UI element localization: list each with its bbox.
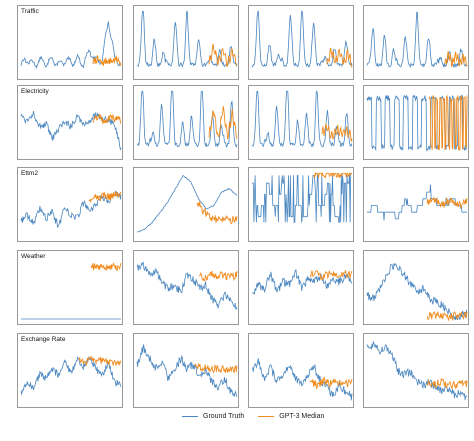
ground-truth-line [136,90,238,148]
legend-swatch-ground-truth [182,415,198,417]
ground-truth-line [252,172,352,223]
panel-electricity-1: Electricity [17,85,123,160]
row-label-traffic: Traffic [21,8,39,15]
ground-truth-line [366,94,468,152]
panel-plot [20,21,122,70]
gpt3-median-line [208,43,238,68]
panel-plot [251,358,353,401]
gpt3-median-line [428,94,468,151]
ground-truth-line [252,269,353,295]
ground-truth-line [20,21,122,70]
gpt3-median-line [92,113,122,125]
ground-truth-line [251,358,353,401]
panel-plot [20,355,122,396]
panel-plot [367,184,468,221]
panel-plot [252,171,352,223]
ground-truth-line [20,355,122,396]
gpt3-median-line [326,47,353,68]
panel-plot [252,269,353,295]
ground-truth-line [20,189,122,228]
ground-truth-line [136,343,238,398]
ground-truth-line [251,10,353,68]
gpt3-median-line [92,55,122,67]
panel-plot [136,261,238,311]
gpt3-median-line [78,355,122,367]
panel-plot [20,189,122,228]
panel-plot [136,343,238,398]
gpt3-median-line [309,376,353,390]
row-label-exchange-rate: Exchange Rate [21,336,66,343]
panel-weather-3 [248,250,354,325]
legend-item-gpt3-median: GPT-3 Median [258,413,324,420]
gpt3-median-line [208,106,238,140]
panel-weather-4 [363,250,469,325]
row-label-weather: Weather [21,253,46,260]
panel-weather-1: Weather [17,250,123,325]
gpt3-median-line [444,51,468,68]
gpt3-median-line [90,262,122,271]
ground-truth-line [366,341,468,401]
panel-electricity-2 [133,85,239,160]
panel-ettm2-4 [363,167,469,242]
panel-ettm2-3 [248,167,354,242]
legend-label-gpt3-median: GPT-3 Median [279,412,325,420]
row-label-electricity: Electricity [21,88,49,95]
panel-plot [136,174,238,233]
legend-swatch-gpt3-median [258,415,275,417]
panel-electricity-4 [363,85,469,160]
ground-truth-line [366,263,468,321]
panel-plot [366,94,468,152]
panel-exchange-rate-4 [363,333,469,408]
panel-traffic-3 [248,5,354,80]
legend-label-ground-truth: Ground Truth [203,412,245,420]
panel-plot [251,89,353,148]
gpt3-median-line [426,311,468,322]
gpt3-median-line [426,196,468,209]
panel-plot [366,341,468,401]
panel-ettm2-2 [133,167,239,242]
legend-item-ground-truth: Ground Truth [182,413,244,420]
panel-plot [20,111,122,151]
row-label-ettm2: Ettm2 [21,170,38,177]
gpt3-median-line [426,377,468,390]
panel-exchange-rate-2 [133,333,239,408]
panel-electricity-3 [248,85,354,160]
gpt3-median-line [88,191,122,204]
panel-plot [366,11,468,69]
ground-truth-line [20,111,122,151]
gpt3-median-line [313,171,352,179]
panel-plot [136,90,238,148]
gpt3-median-line [309,269,353,281]
ground-truth-line [251,89,353,148]
ground-truth-line [136,261,238,311]
ground-truth-line [366,11,468,69]
panel-weather-2 [133,250,239,325]
gpt3-median-line [321,122,353,142]
gpt3-median-line [198,270,238,282]
panel-exchange-rate-3 [248,333,354,408]
figure-caption [0,427,474,441]
panel-exchange-rate-1: Exchange Rate [17,333,123,408]
legend: Ground Truth GPT-3 Median [182,411,338,421]
panel-ettm2-1: Ettm2 [17,167,123,242]
gpt3-median-line [196,201,238,225]
panel-plot [251,10,353,68]
panel-traffic-4 [363,5,469,80]
gpt3-median-line [194,363,238,374]
panel-plot [21,262,122,320]
ground-truth-line [136,10,238,68]
panel-plot [136,10,238,68]
panel-traffic-1: Traffic [17,5,123,80]
panel-traffic-2 [133,5,239,80]
ground-truth-line [136,174,238,233]
panel-plot [366,263,468,322]
